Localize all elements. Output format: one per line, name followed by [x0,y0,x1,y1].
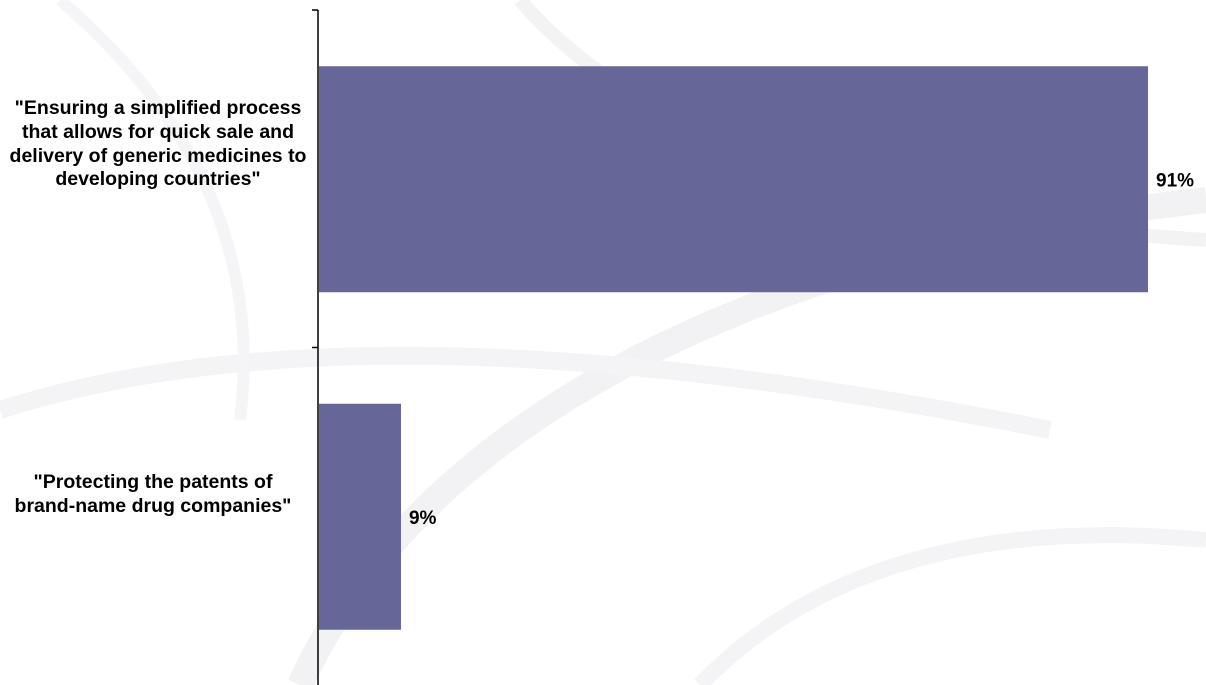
category-label-1: "Protecting the patents of brand-name dr… [14,471,292,517]
category-label-0: "Ensuring a simplified process that allo… [9,97,307,191]
value-label-0: 91% [1156,170,1194,191]
bar-1 [319,403,401,630]
value-label-1: 9% [409,508,437,529]
bar-0 [319,66,1148,293]
